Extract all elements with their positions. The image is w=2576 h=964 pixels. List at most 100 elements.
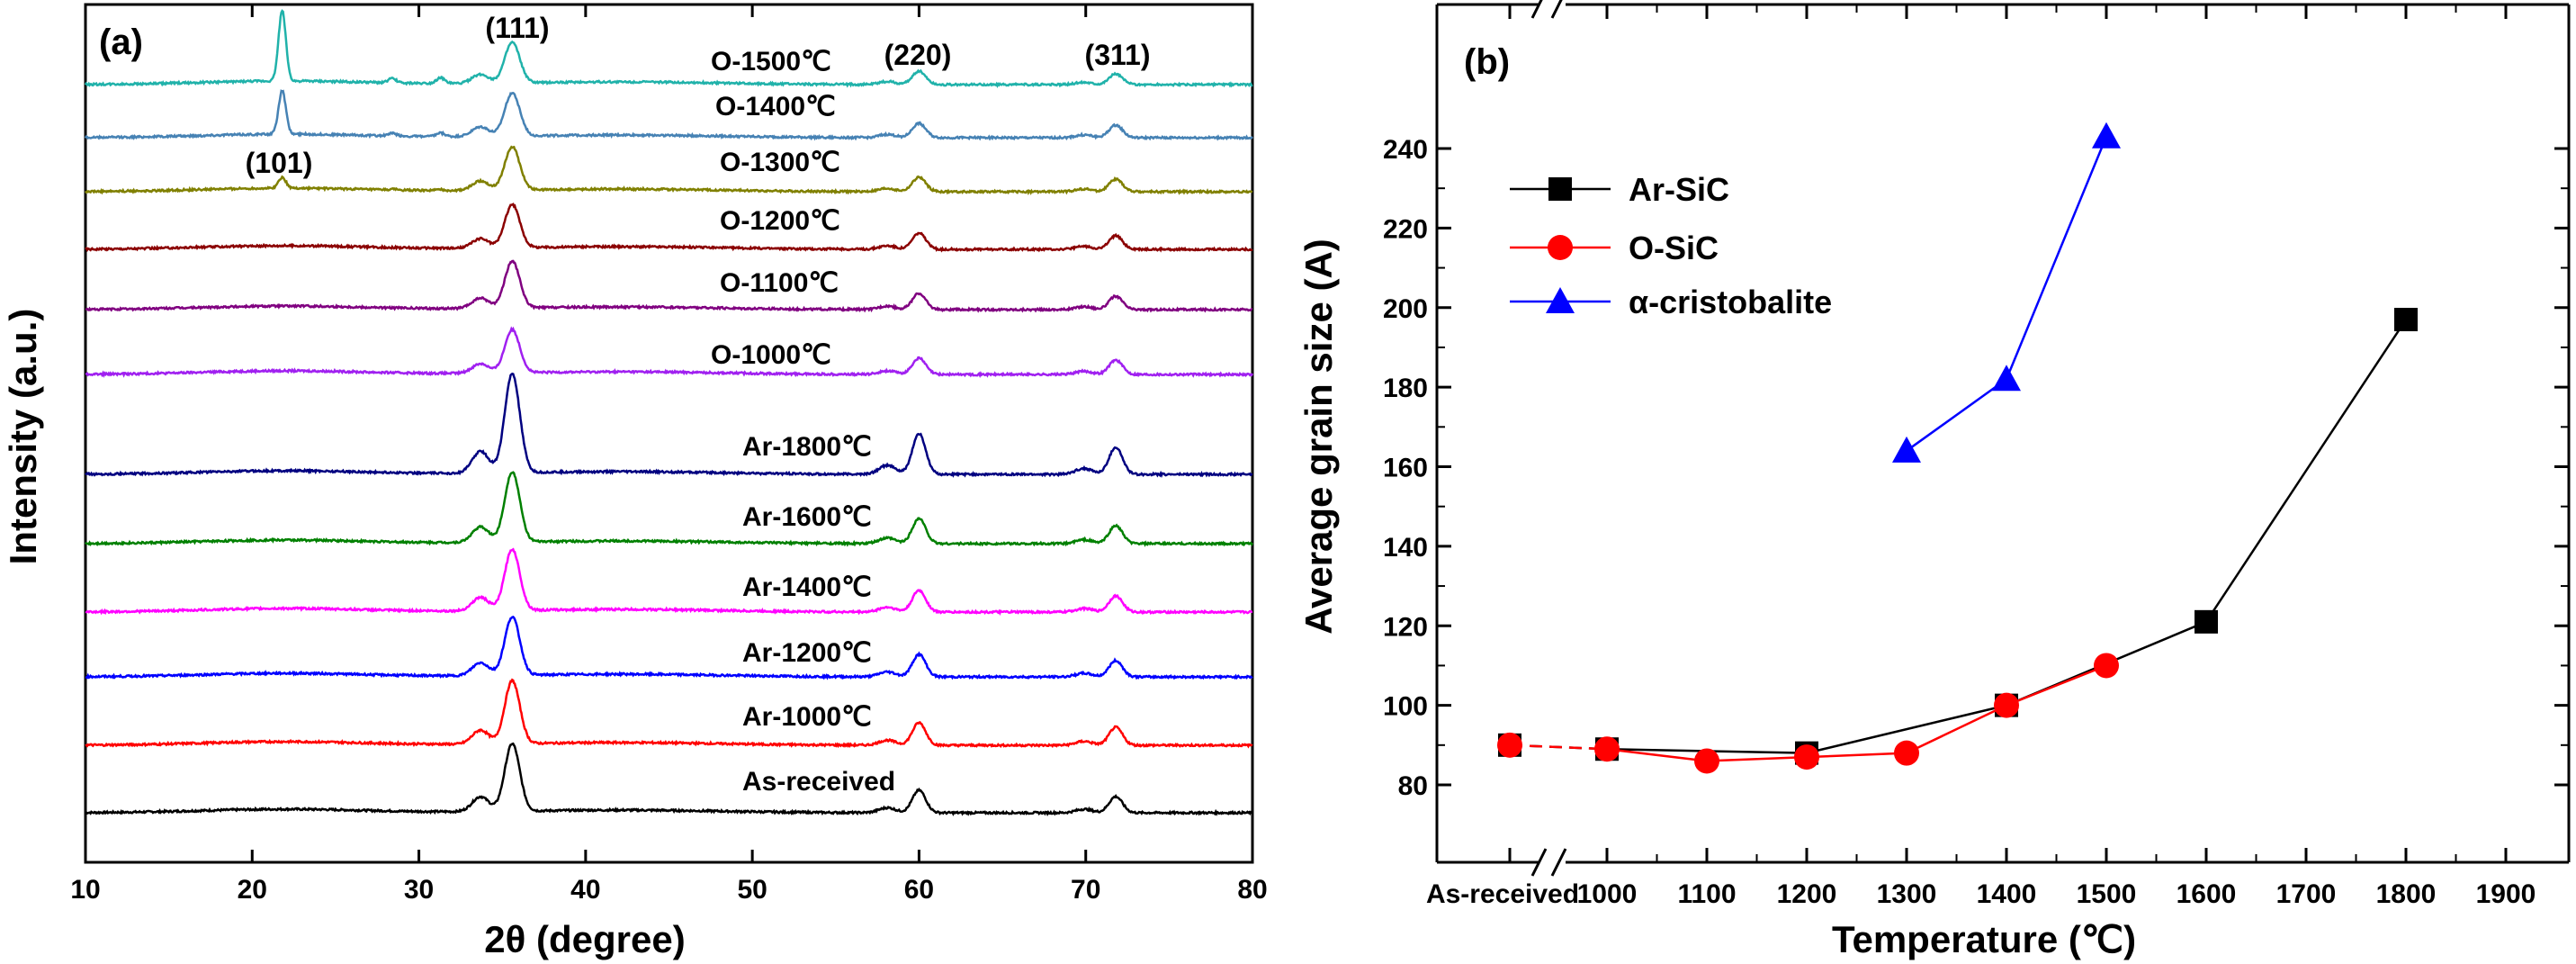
trace-label: Ar-1400℃ <box>742 572 872 602</box>
x-tick-label: 1100 <box>1677 879 1736 909</box>
trace-label: Ar-1800℃ <box>742 432 872 462</box>
peak-label: (220) <box>884 39 952 71</box>
x-tick-label: 1700 <box>2276 879 2337 909</box>
series-line <box>1706 755 1808 762</box>
xrd-trace <box>84 89 1253 141</box>
circle-marker <box>1497 732 1522 758</box>
xrd-trace <box>85 471 1254 547</box>
panel-a: As-received Ar-1000℃ Ar-1200℃ Ar-1400℃ Ar-16… <box>2 3 1268 960</box>
series-line <box>1806 704 2007 754</box>
circle-marker <box>1994 692 2019 718</box>
y-tick-label: 200 <box>1383 294 1428 324</box>
x-tick-label: 30 <box>404 875 434 905</box>
x-tick-label: 1000 <box>1577 879 1638 909</box>
xrd-trace <box>85 326 1254 378</box>
series-line <box>1906 378 2007 452</box>
trace-label: O-1500℃ <box>711 47 831 77</box>
square-marker <box>1548 177 1572 201</box>
series-line <box>2204 319 2408 623</box>
axis-break-bottom-icon <box>1530 848 1567 877</box>
y-tick-label: 100 <box>1383 692 1428 722</box>
xrd-trace <box>84 145 1253 196</box>
trace-label: O-1400℃ <box>715 92 836 122</box>
circle-marker <box>1694 748 1719 774</box>
y-tick-label: 180 <box>1383 374 1428 403</box>
y-tick-label: 120 <box>1383 612 1428 642</box>
circle-marker <box>1794 744 1819 770</box>
y-tick-label: 140 <box>1383 533 1428 563</box>
series-line <box>1509 743 1608 751</box>
panel-b-y-ticks: 80 100 120 140 160 180 200 220 240 <box>1383 135 2569 801</box>
xrd-trace <box>85 615 1253 680</box>
panel-b-series <box>1497 122 2418 774</box>
series-line <box>1906 704 2007 754</box>
x-tick-label: 1900 <box>2476 879 2536 909</box>
triangle-marker <box>1992 365 2021 392</box>
panel-b-letter: (b) <box>1464 42 1510 82</box>
trace-label: Ar-1000℃ <box>742 702 872 732</box>
xrd-trace <box>85 678 1253 749</box>
triangle-marker <box>1892 436 1921 463</box>
trace-label: O-1100℃ <box>720 268 839 298</box>
legend-label: α-cristobalite <box>1629 284 1832 320</box>
circle-marker <box>1594 736 1620 762</box>
xrd-trace <box>85 372 1253 478</box>
xrd-trace <box>85 259 1253 313</box>
trace-label: Ar-1200℃ <box>742 638 872 668</box>
panel-a-x-axis-title: 2θ (degree) <box>484 918 685 960</box>
panel-b: 80 100 120 140 160 180 200 220 240 As-received10… <box>1297 0 2571 960</box>
square-marker <box>2394 308 2418 332</box>
x-tick-label: 80 <box>1237 875 1267 905</box>
panel-a-frame <box>84 3 1254 864</box>
triangle-marker <box>2092 122 2121 149</box>
peak-label: (101) <box>246 147 313 179</box>
x-tick-label: 1600 <box>2177 879 2237 909</box>
x-tick-label: 1500 <box>2077 879 2137 909</box>
y-tick-label: 80 <box>1398 771 1428 801</box>
x-tick-label: As-received <box>1426 879 1579 909</box>
panel-b-x-axis-title: Temperature (℃) <box>1832 918 2136 960</box>
x-tick-label: 1200 <box>1777 879 1837 909</box>
panel-a-peak-labels: (111) (220) (311) (101) <box>246 12 1151 179</box>
y-tick-label: 160 <box>1383 454 1428 483</box>
trace-label: As-received <box>742 767 895 797</box>
legend-label: O-SiC <box>1629 230 1719 266</box>
panel-b-y-axis-title: Average grain size (A) <box>1297 239 1340 635</box>
x-tick-label: 1300 <box>1877 879 1937 909</box>
x-tick-label: 1400 <box>1977 879 2037 909</box>
xrd-trace <box>85 203 1253 253</box>
x-tick-label: 50 <box>737 875 767 905</box>
circle-marker <box>1894 740 1919 766</box>
triangle-marker <box>1546 287 1575 313</box>
x-tick-label: 70 <box>1071 875 1100 905</box>
circle-marker <box>2094 653 2119 679</box>
trace-label: Ar-1600℃ <box>742 502 872 532</box>
series-line <box>1806 752 1907 759</box>
x-tick-label: 40 <box>570 875 600 905</box>
panel-a-traces: As-received Ar-1000℃ Ar-1200℃ Ar-1400℃ Ar-16… <box>84 9 1254 816</box>
x-tick-label: 60 <box>904 875 934 905</box>
peak-label: (311) <box>1085 39 1151 71</box>
series-line <box>1606 747 1708 762</box>
series-line <box>2005 136 2108 380</box>
series-line <box>2006 664 2107 707</box>
xrd-trace <box>85 547 1252 616</box>
panel-b-legend: Ar-SiC O-SiC α-cristobalite <box>1510 171 1832 320</box>
square-marker <box>2195 609 2218 634</box>
panel-a-y-axis-title: Intensity (a.u.) <box>2 309 44 565</box>
panel-a-letter: (a) <box>99 23 143 62</box>
legend-label: Ar-SiC <box>1629 171 1729 208</box>
trace-label: O-1300℃ <box>720 148 840 177</box>
x-tick-label: 20 <box>238 875 267 905</box>
peak-label: (111) <box>485 12 549 44</box>
y-tick-label: 240 <box>1383 135 1428 165</box>
xrd-trace <box>85 742 1253 816</box>
panel-a-x-ticks: 10 20 30 40 50 60 70 80 <box>70 5 1268 905</box>
x-tick-label: 10 <box>70 875 100 905</box>
y-tick-label: 220 <box>1383 214 1428 244</box>
x-tick-label: 1800 <box>2376 879 2437 909</box>
circle-marker <box>1548 235 1573 260</box>
trace-label: O-1200℃ <box>720 206 840 236</box>
